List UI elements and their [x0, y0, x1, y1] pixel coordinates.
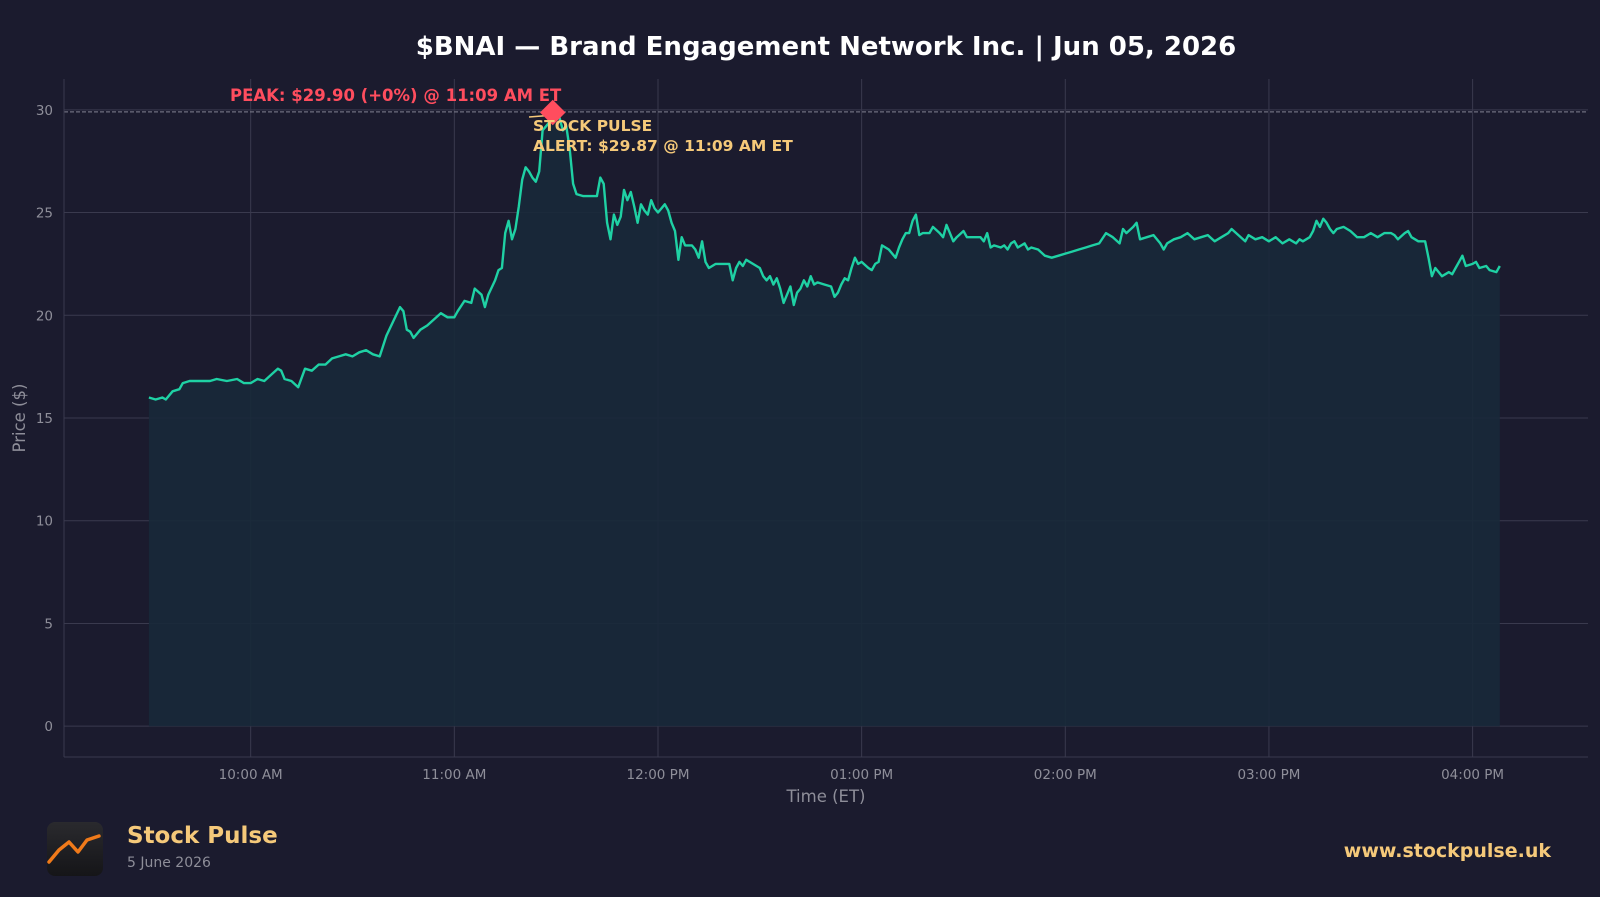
price-area-fill	[148, 111, 1500, 727]
y-tick-label: 15	[36, 411, 53, 427]
x-tick-label: 01:00 PM	[830, 767, 893, 783]
y-axis-label: Price ($)	[10, 384, 29, 453]
stock-pulse-logo	[47, 822, 103, 876]
y-tick-label: 20	[36, 308, 53, 324]
alert-label-line-2: ALERT: $29.87 @ 11:09 AM ET	[533, 137, 793, 155]
x-tick-label: 11:00 AM	[422, 767, 486, 783]
y-tick-label: 5	[44, 616, 53, 632]
alert-label-line-1: STOCK PULSE	[533, 117, 652, 135]
x-tick-label: 03:00 PM	[1237, 767, 1300, 783]
x-tick-label: 04:00 PM	[1441, 767, 1504, 783]
x-axis-label: Time (ET)	[785, 787, 865, 806]
chart-title: $BNAI — Brand Engagement Network Inc. | …	[416, 32, 1236, 62]
brand-name: Stock Pulse	[127, 823, 278, 849]
website-link[interactable]: www.stockpulse.uk	[1343, 840, 1551, 862]
y-tick-label: 30	[36, 103, 53, 119]
y-tick-label: 0	[44, 719, 53, 735]
brand-date: 5 June 2026	[127, 855, 211, 871]
x-tick-label: 10:00 AM	[219, 767, 283, 783]
axes: 0 5 10 15 20 25 30 10:00 AM 11:00 AM 12:00 PM 01:0…	[36, 79, 1588, 783]
trend-chart-icon	[47, 834, 101, 864]
y-tick-label: 25	[36, 206, 53, 222]
y-tick-label: 10	[36, 514, 53, 530]
x-tick-label: 12:00 PM	[626, 767, 689, 783]
x-tick-label: 02:00 PM	[1034, 767, 1097, 783]
alert-marker	[540, 99, 566, 126]
peak-label: PEAK: $29.90 (+0%) @ 11:09 AM ET	[230, 86, 562, 105]
price-line	[148, 110, 1501, 401]
